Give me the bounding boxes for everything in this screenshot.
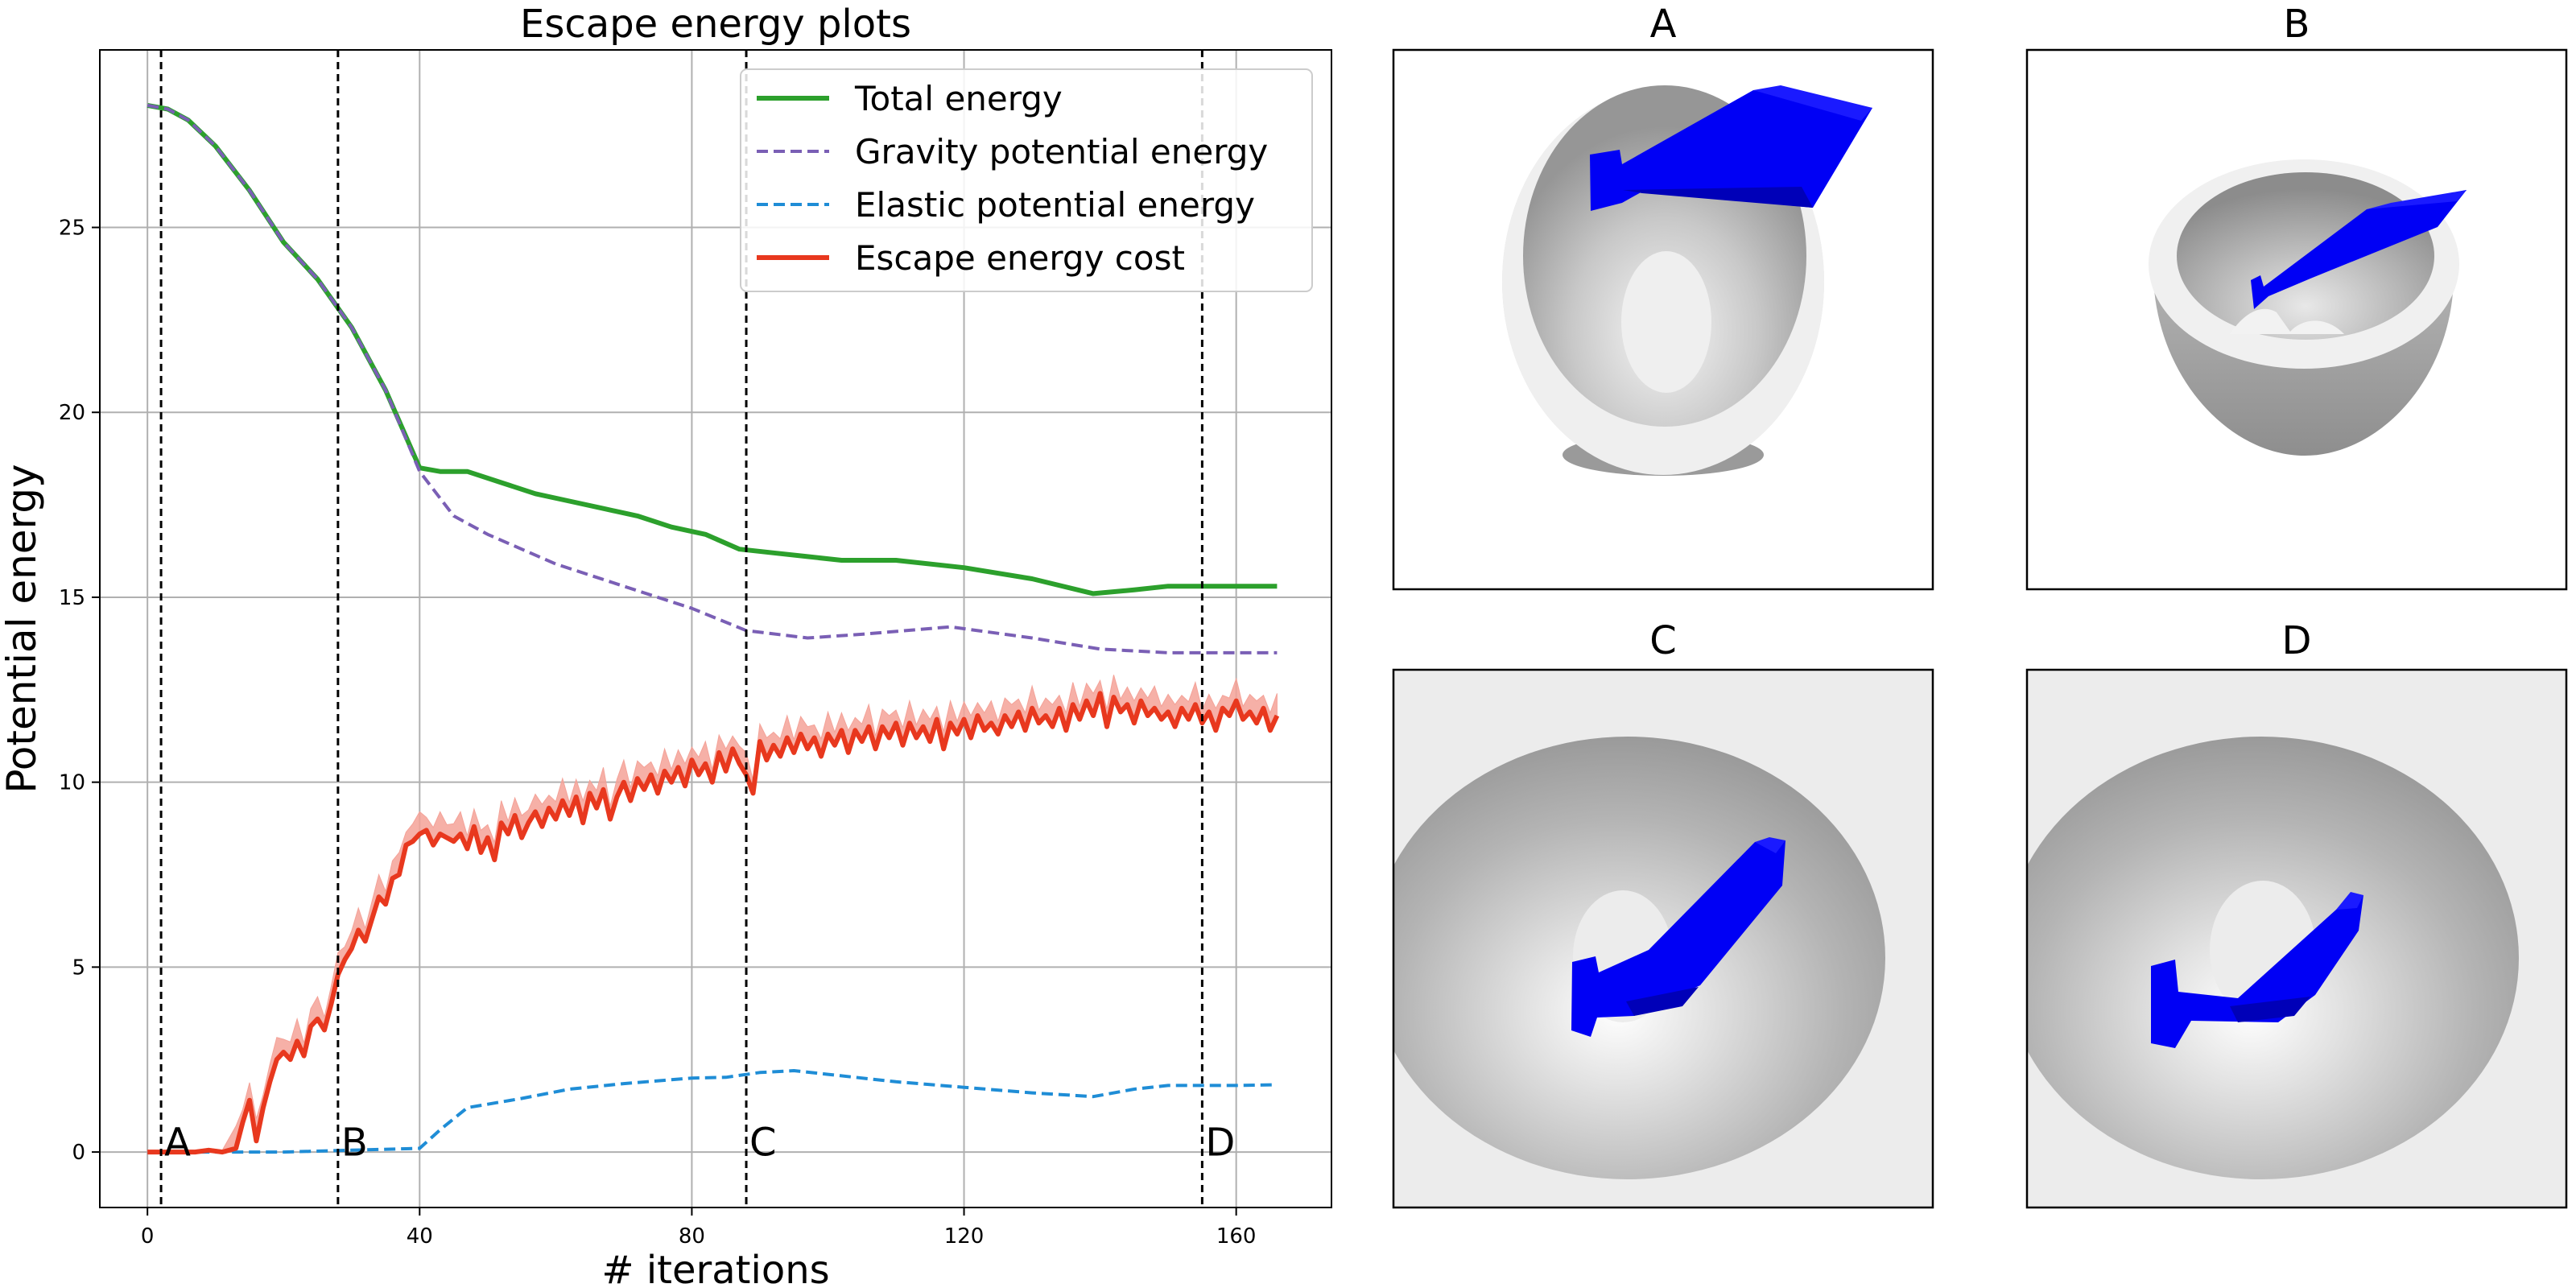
vertical-marker-label: D [1205,1121,1235,1166]
legend-label: Total energy [854,79,1063,118]
legend-label: Elastic potential energy [855,185,1255,225]
y-tick-label: 15 [59,586,85,610]
vertical-markers: A B C D [159,50,1235,1208]
x-tick-label: 120 [944,1224,985,1249]
legend-label: Gravity potential energy [855,132,1268,171]
series-line-3 [147,691,1280,1155]
vertical-marker-label: B [341,1121,368,1166]
vertical-marker-label: A [164,1121,191,1166]
series-line-2 [147,1069,1278,1154]
panel-c-title: C [1649,618,1677,663]
series-line-1 [147,103,1278,654]
panel-a-title: A [1650,2,1677,47]
panel-b: B [2025,2,2568,591]
x-tick-label: 80 [679,1224,705,1249]
legend-label: Escape energy cost [855,238,1185,278]
x-tick-label: 0 [141,1224,155,1249]
y-tick-label: 25 [59,217,85,241]
series-lines [147,102,1280,1155]
object-shape [1590,85,1872,211]
escape-cost-uncertainty-band [147,675,1278,1153]
panel-d-title: D [2282,618,2312,663]
plot-frame [99,49,1332,1208]
legend-box [740,68,1313,292]
bowl-illustration [2027,670,2566,1208]
y-tick-label: 0 [72,1141,85,1165]
vertical-marker-label: C [749,1121,777,1166]
panel-d-frame-border [2025,668,2568,1209]
x-axis-label: # iterations [601,1248,829,1288]
chart-title: Escape energy plots [520,2,911,47]
object-shape [2251,190,2467,309]
panel-b-title: B [2284,2,2310,47]
object-shape [2151,892,2363,1048]
panel-c-frame-border [1392,668,1934,1209]
object-shape [1571,837,1785,1037]
escape-energy-chart: Escape energy plots A B C D 0 40 80 120 160 0 5 10… [0,2,1332,1288]
x-tick-label: 160 [1216,1224,1257,1249]
series-line-0 [147,102,1278,597]
y-axis-label: Potential energy [0,464,45,793]
escape-cost-band [147,675,1278,1153]
panel-a: A [1392,2,1934,591]
y-tick-label: 10 [59,771,85,795]
x-tick-label: 40 [407,1224,433,1249]
panel-c: C [1392,618,1934,1209]
axis-ticks: 0 40 80 120 160 0 5 10 15 20 25 [59,217,1257,1249]
panel-d: D [2025,618,2568,1209]
legend: Total energy Gravity potential energy Elas… [740,68,1313,292]
y-tick-label: 20 [59,401,85,425]
y-tick-label: 5 [72,956,85,980]
